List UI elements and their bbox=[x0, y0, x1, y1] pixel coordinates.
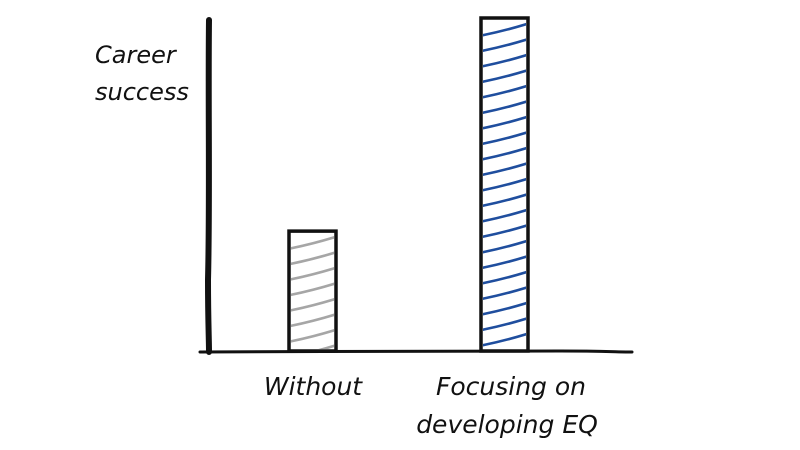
hatch-line bbox=[291, 235, 334, 250]
bar-focusing-on-developing-eq bbox=[479, 16, 530, 353]
hatch-line bbox=[483, 146, 526, 161]
bar-focusing-hatch bbox=[483, 22, 526, 347]
y-axis-label-line-2: success bbox=[95, 78, 189, 106]
hatch-line bbox=[291, 328, 334, 343]
hatch-line bbox=[483, 22, 526, 37]
hatch-line bbox=[483, 115, 526, 130]
x-axis-line bbox=[198, 349, 634, 354]
hatch-line bbox=[483, 255, 526, 270]
bar-without-outline bbox=[287, 229, 338, 353]
hatch-line bbox=[483, 38, 526, 53]
hatch-line bbox=[291, 282, 334, 297]
y-axis-label-line-1: Career bbox=[95, 41, 178, 69]
hatch-line bbox=[483, 84, 526, 99]
bar-focusing-outline bbox=[479, 16, 530, 353]
hatch-line bbox=[483, 239, 526, 254]
hatch-line bbox=[291, 313, 334, 328]
hatch-line bbox=[483, 131, 526, 146]
x-tick-label-without: Without bbox=[264, 372, 363, 401]
hatch-line bbox=[483, 286, 526, 301]
hatch-line bbox=[483, 332, 526, 347]
bar-without-hatch bbox=[291, 235, 334, 349]
x-tick-label-focusing-line-1: Focusing on bbox=[436, 372, 586, 401]
hatch-line bbox=[291, 297, 334, 312]
hatch-line bbox=[483, 270, 526, 285]
hatch-line bbox=[483, 53, 526, 68]
hatch-line bbox=[483, 100, 526, 115]
hatch-line bbox=[483, 162, 526, 177]
hatch-line bbox=[483, 69, 526, 84]
hatch-line bbox=[318, 344, 334, 349]
hatch-line bbox=[483, 193, 526, 208]
x-tick-label-focusing-line-2: developing EQ bbox=[416, 410, 598, 439]
hatch-line bbox=[291, 251, 334, 266]
hatch-line bbox=[483, 177, 526, 192]
y-axis-line bbox=[204, 17, 212, 355]
hatch-line bbox=[483, 208, 526, 223]
hatch-line bbox=[483, 301, 526, 316]
hatch-line bbox=[483, 224, 526, 239]
hatch-line bbox=[291, 266, 334, 281]
bar-without bbox=[287, 229, 338, 353]
hatch-line bbox=[483, 317, 526, 332]
